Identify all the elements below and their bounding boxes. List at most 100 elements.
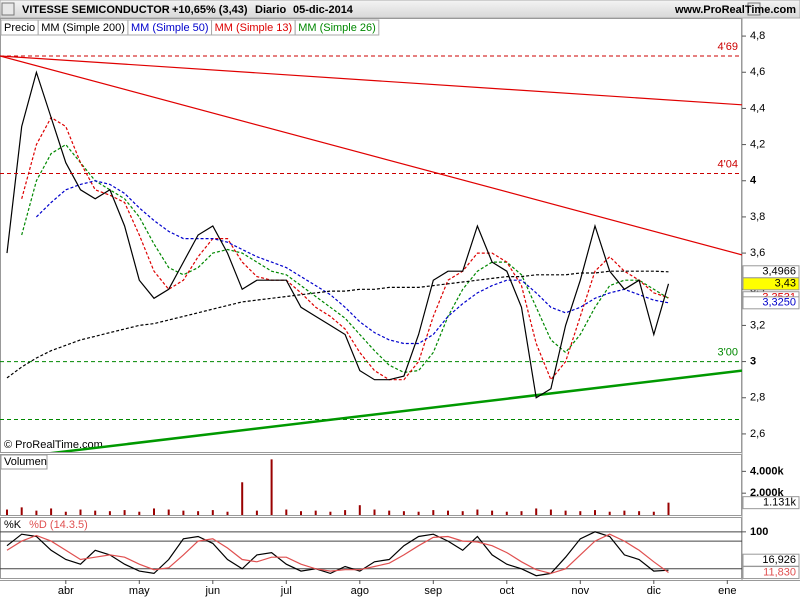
value-box-label: 3,3250 [762,297,796,309]
y-tick-label: 100 [750,526,768,538]
x-tick-label: jun [204,585,220,597]
volume-bar [447,510,449,515]
level-label: 4'04 [718,158,738,170]
y-tick-label: 4,2 [750,138,765,150]
volume-bar [476,509,479,515]
legend-entry: MM (Simple 13) [215,22,293,34]
price-plot [0,55,742,452]
period: Diario [255,4,286,16]
volume-bar [20,507,23,515]
legend-entry: %K [4,519,22,531]
value-box [742,296,800,310]
volume-bar [373,509,376,515]
volume-bar [6,509,8,515]
copyright: © ProRealTime.com [4,439,103,451]
y-tick-label: 4,6 [750,66,765,78]
volume-bar [182,510,185,515]
value-box [742,277,800,291]
volume-bar [579,511,582,515]
volume-bar [564,510,567,515]
y-tick-label: 4,4 [750,102,765,114]
y-tick-label: 3,8 [750,211,765,223]
value-box-label: 16,926 [762,554,796,566]
volume-bar [285,509,288,515]
x-tick-label: jul [280,585,292,597]
series-line [21,116,669,381]
y-tick-label: 2.000k [750,487,785,499]
y-tick-label: 2,6 [750,428,765,440]
volume-bar [638,511,641,515]
volume-bar [123,510,126,515]
y-tick-label: 4 [750,175,757,187]
volume-bar [461,511,464,515]
volume-bar [153,508,155,515]
value-box [742,496,800,510]
value-box-label: 1.131k [763,497,797,509]
y-tick-label: 2,8 [750,392,765,404]
legend-entry: MM (Simple 26) [298,22,376,34]
x-tick-label: sep [424,585,442,597]
legend-box [294,19,380,36]
volume-bar [402,511,405,515]
volume-bar [388,510,391,515]
volume-bar [358,505,361,515]
volume-bar [432,510,435,515]
legend-entry: MM (Simple 50) [131,22,209,34]
y-tick-label: 4.000k [750,465,785,477]
volume-bar [197,511,200,515]
volume-bar [241,482,244,515]
x-tick-label: nov [571,585,589,597]
x-tick-label: dic [647,585,662,597]
value-box [742,566,800,580]
trendline [0,55,742,256]
level-label: 3'00 [718,346,738,358]
y-tick-label: 3,2 [750,319,765,331]
volume-bar [608,511,611,515]
x-tick-label: may [129,585,150,597]
legend-entry: %D (14.3.5) [29,519,88,531]
volume-bar [594,510,596,515]
value-box-label: 11,830 [763,566,796,578]
volume-bar [535,508,538,515]
volume-bar [623,510,626,515]
level-label: 4'69 [718,41,738,53]
volume-bar [549,509,552,515]
change: +10,65% (3,43) [172,4,248,16]
x-tick-label: oct [499,585,514,597]
volume-bar [108,511,111,515]
trendline [0,55,742,106]
volume-bar [652,511,655,515]
series-line [6,70,670,399]
date: 05-dic-2014 [293,4,354,16]
volume-bar [270,459,273,515]
volume-bar [505,511,508,515]
volume-bar [300,511,302,515]
volume-bar [35,510,38,515]
volume-bar [64,511,67,515]
trendline [50,369,742,452]
volume-bar [226,511,229,515]
volume-bar [167,509,170,515]
volume-bar [667,502,670,515]
minimize-button[interactable] [747,2,761,16]
volume-bar [211,510,214,515]
volume-bar [314,510,317,515]
volume-label-box [0,454,48,470]
volume-bar [329,511,332,515]
y-tick-label: 4,8 [750,30,765,42]
value-box-label: 3,43 [775,278,796,290]
volume-bar [94,510,97,515]
volume-bar [255,510,258,515]
volume-bar [491,510,494,515]
x-tick-label: ene [718,585,736,597]
volume-bar [344,510,347,515]
volume-bar [138,511,141,515]
volume-bar [50,508,53,515]
volume-bar [79,509,82,515]
volume-bar [520,511,523,515]
volume-title: Volumen [4,456,47,468]
volume-bar [417,511,420,515]
series-line [6,533,669,575]
menu-icon[interactable] [1,2,15,16]
